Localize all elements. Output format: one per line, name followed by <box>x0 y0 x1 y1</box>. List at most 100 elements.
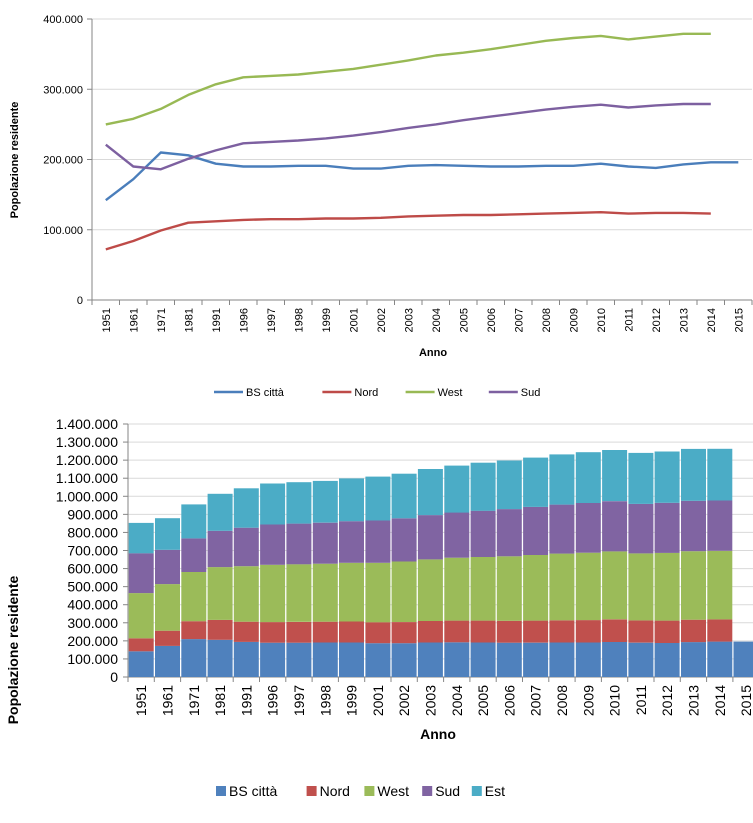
bar-segment-west <box>602 551 628 620</box>
bar-chart-xtick-label: 2005 <box>475 685 491 716</box>
bar-segment-west <box>575 552 601 621</box>
bar-segment-est <box>365 476 391 521</box>
bar-legend-label: BS città <box>229 783 277 799</box>
bar-segment-est <box>155 518 180 550</box>
bar-chart-ytick-label: 1.100.000 <box>56 470 118 486</box>
bar-segment-est <box>602 450 628 502</box>
bar-segment-bs-città <box>312 642 338 677</box>
line-chart-ytick-label: 400.000 <box>43 14 83 26</box>
line-chart-xtick-label: 1999 <box>321 308 333 332</box>
bar-chart-xtick-label: 1951 <box>133 685 149 716</box>
bar-segment-nord <box>681 619 706 643</box>
bar-chart-xtick-label: 2004 <box>449 685 465 716</box>
bar-segment-est <box>260 483 286 525</box>
line-series-west <box>105 32 711 126</box>
bar-chart-ytick-label: 900.000 <box>67 506 118 522</box>
bar-segment-nord <box>549 620 575 643</box>
bar-segment-west <box>286 564 312 622</box>
bar-segment-est <box>207 493 233 531</box>
bar-chart-ytick-label: 500.000 <box>67 579 118 595</box>
bar-segment-bs-città <box>339 642 364 677</box>
bar-segment-bs-città <box>628 642 654 677</box>
bar-chart-ytick-label: 1.400.000 <box>56 416 118 432</box>
line-chart-ytick-label: 100.000 <box>43 225 83 237</box>
bar-segment-sud <box>417 515 443 560</box>
bar-segment-nord <box>365 622 391 644</box>
bar-segment-nord <box>654 620 680 643</box>
bar-segment-est <box>575 452 601 503</box>
bar-chart-ytick-label: 700.000 <box>67 543 118 559</box>
bar-chart-xtick-label: 1996 <box>265 685 281 716</box>
bar-segment-bs-città <box>365 643 391 677</box>
bar-segment-west <box>181 572 207 622</box>
bar-segment-est <box>470 462 496 511</box>
bar-legend-swatch <box>216 786 226 796</box>
line-series-bs-città <box>105 151 739 202</box>
bar-chart-ytick-label: 300.000 <box>67 615 118 631</box>
bar-segment-sud <box>391 518 417 562</box>
line-chart-xtick-label: 1998 <box>293 308 305 332</box>
line-legend-label: West <box>438 387 463 399</box>
bar-segment-bs-città <box>733 641 753 677</box>
bar-segment-bs-città <box>523 642 549 677</box>
line-legend-label: Nord <box>354 387 378 399</box>
bar-chart-xtick-label: 2002 <box>396 685 412 716</box>
bar-segment-est <box>417 469 443 516</box>
bar-chart-xtick-label: 2007 <box>528 685 544 716</box>
bar-segment-sud <box>444 512 470 558</box>
bar-segment-west <box>549 553 575 621</box>
bar-chart-xtick-label: 2009 <box>580 685 596 716</box>
line-chart-xtick-label: 2006 <box>486 308 498 332</box>
bar-chart-ytick-label: 100.000 <box>67 651 118 667</box>
bar-segment-est <box>628 452 654 504</box>
bar-segment-nord <box>339 621 364 643</box>
bar-segment-nord <box>496 620 522 643</box>
bar-segment-bs-città <box>207 639 233 677</box>
bar-chart-ytick-label: 400.000 <box>67 597 118 613</box>
bar-legend-swatch <box>364 786 375 796</box>
bar-chart-xtick-label: 1991 <box>238 685 254 716</box>
bar-segment-bs-città <box>286 642 312 677</box>
bar-segment-bs-città <box>707 641 733 677</box>
bar-segment-bs-città <box>602 641 628 677</box>
line-series-sud <box>105 102 711 171</box>
bar-segment-west <box>444 557 470 621</box>
bar-chart-xtick-label: 1961 <box>159 685 175 716</box>
bar-chart-xtick-label: 1998 <box>317 685 333 716</box>
line-chart-xtick-label: 2005 <box>458 308 470 332</box>
bar-segment-nord <box>260 622 286 643</box>
bar-segment-est <box>181 504 207 539</box>
line-chart-xtick-label: 2015 <box>733 308 745 332</box>
bar-chart-xtick-label: 2003 <box>422 685 438 716</box>
bar-segment-nord <box>286 621 312 643</box>
bar-segment-west <box>417 559 443 621</box>
bar-segment-sud <box>260 524 286 565</box>
bar-segment-west <box>155 584 180 631</box>
bar-segment-nord <box>523 620 549 643</box>
bar-chart-ylabel: Popolazione residente <box>5 575 21 724</box>
bar-segment-nord <box>707 619 733 642</box>
bar-chart-xtick-label: 2006 <box>501 685 517 716</box>
bar-segment-est <box>339 478 364 522</box>
bar-chart-xtick-label: 2001 <box>370 685 386 716</box>
bar-segment-bs-città <box>549 642 575 677</box>
bar-chart-ytick-label: 1.200.000 <box>56 452 118 468</box>
bar-segment-bs-città <box>128 651 154 677</box>
bar-segment-west <box>496 556 522 621</box>
bar-segment-west <box>339 562 364 622</box>
bar-segment-est <box>286 482 312 524</box>
bar-segment-sud <box>470 510 496 557</box>
line-chart-xtick-label: 1981 <box>183 308 195 332</box>
bar-segment-west <box>312 563 338 622</box>
bar-segment-est <box>233 488 259 528</box>
bar-legend-label: West <box>377 783 409 799</box>
bar-segment-bs-città <box>575 642 601 677</box>
bar-segment-nord <box>155 630 180 646</box>
bar-segment-sud <box>523 506 549 555</box>
bar-chart-ytick-label: 1.300.000 <box>56 434 118 450</box>
bar-segment-west <box>128 593 154 639</box>
bar-segment-sud <box>339 521 364 563</box>
bar-chart-xtick-label: 1999 <box>344 685 360 716</box>
bar-segment-west <box>470 557 496 621</box>
bar-segment-est <box>312 480 338 523</box>
